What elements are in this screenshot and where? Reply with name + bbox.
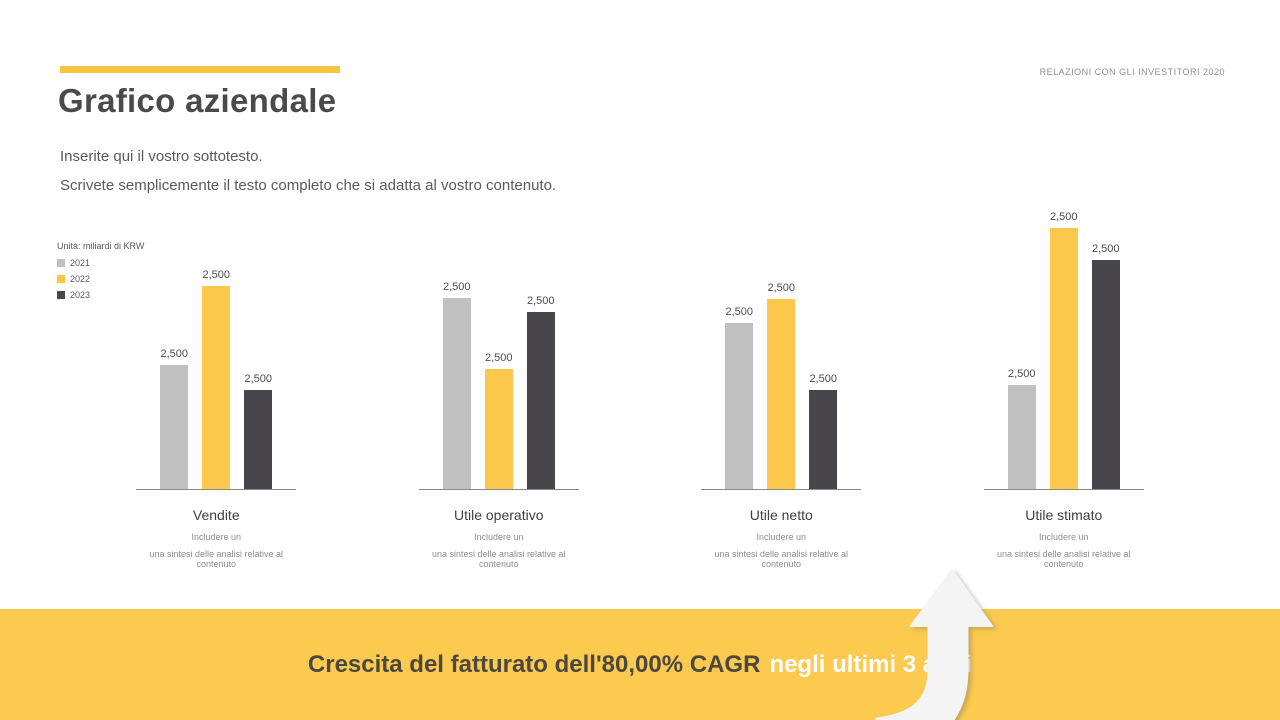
category-title: Utile operativo [454, 507, 544, 523]
bar-chart-area: 2,500 2,500 2,500 Vendite Includere un u… [75, 195, 1205, 569]
bar-2022 [767, 299, 796, 489]
category-caption-line-1: Includere un [473, 532, 524, 542]
chart-group-vendite: 2,500 2,500 2,500 Vendite Includere un u… [136, 195, 297, 569]
bar-wrap-2022: 2,500 [484, 352, 513, 489]
bar-track: 2,500 2,500 2,500 [701, 195, 862, 490]
bar-wrap-2023: 2,500 [526, 295, 555, 489]
bar-wrap-2021: 2,500 [442, 281, 471, 489]
bar-value-label: 2,500 [202, 269, 231, 281]
bar-2023 [244, 390, 273, 489]
bar-value-label: 2,500 [1091, 243, 1120, 255]
legend-item-2022: 2022 [57, 274, 144, 284]
bar-wrap-2023: 2,500 [1091, 243, 1120, 489]
bar-2023 [526, 312, 555, 489]
growth-arrow-icon [875, 568, 994, 720]
bar-value-label: 2,500 [1007, 368, 1036, 380]
legend-item-2021: 2021 [57, 258, 144, 268]
category-caption-line-2: una sintesi delle analisi relative al co… [714, 549, 849, 569]
legend-swatch-2023-icon [57, 291, 65, 299]
bar-value-label: 2,500 [160, 348, 189, 360]
bar-2023 [809, 390, 838, 489]
category-caption-line-2: una sintesi delle analisi relative al co… [431, 549, 566, 569]
bar-wrap-2021: 2,500 [160, 348, 189, 489]
bar-value-label: 2,500 [526, 295, 555, 307]
subtitle-line-2: Scrivete semplicemente il testo completo… [60, 177, 557, 194]
bar-2021 [442, 298, 471, 489]
subtitle-line-1: Inserite qui il vostro sottotesto. [60, 148, 263, 165]
legend-unit-label: Unità: miliardi di KRW [57, 241, 145, 251]
chart-legend: Unità: miliardi di KRW 2021 2022 2023 [57, 241, 144, 306]
chart-group-utile-stimato: 2,500 2,500 2,500 Utile stimato Includer… [983, 195, 1144, 569]
category-caption-line-1: Includere un [191, 532, 242, 542]
bar-wrap-2021: 2,500 [1007, 368, 1036, 489]
category-title: Vendite [192, 507, 240, 523]
bar-wrap-2022: 2,500 [202, 269, 231, 489]
category-caption-line-1: Includere un [756, 532, 807, 542]
bar-wrap-2021: 2,500 [725, 306, 754, 489]
banner-text-dark: Crescita del fatturato dell'80,00% CAGR [307, 650, 761, 678]
bar-track: 2,500 2,500 2,500 [983, 195, 1144, 490]
bar-value-label: 2,500 [244, 373, 273, 385]
bar-2021 [160, 365, 189, 489]
bar-2022 [1049, 228, 1078, 489]
bar-2021 [725, 323, 754, 489]
bottom-banner: Crescita del fatturato dell'80,00% CAGR … [0, 609, 1280, 720]
title-accent-bar [60, 66, 340, 73]
bar-2022 [484, 369, 513, 489]
bar-wrap-2023: 2,500 [244, 373, 273, 489]
bar-wrap-2022: 2,500 [767, 282, 796, 489]
bar-value-label: 2,500 [767, 282, 796, 294]
eyebrow-label: RELAZIONI CON GLI INVESTITORI 2020 [1039, 67, 1225, 77]
legend-item-2023: 2023 [57, 290, 144, 300]
chart-group-utile-netto: 2,500 2,500 2,500 Utile netto Includere … [701, 195, 862, 569]
legend-label-2021: 2021 [70, 258, 91, 268]
chart-group-utile-operativo: 2,500 2,500 2,500 Utile operativo Includ… [418, 195, 579, 569]
bar-value-label: 2,500 [1049, 211, 1078, 223]
category-caption-line-1: Includere un [1038, 532, 1089, 542]
bar-track: 2,500 2,500 2,500 [136, 195, 297, 490]
legend-label-2022: 2022 [70, 274, 91, 284]
bar-value-label: 2,500 [725, 306, 754, 318]
legend-label-2023: 2023 [70, 290, 91, 300]
category-title: Utile netto [749, 507, 813, 523]
bar-track: 2,500 2,500 2,500 [418, 195, 579, 490]
category-title: Utile stimato [1025, 507, 1103, 523]
page-title: Grafico aziendale [58, 82, 337, 119]
bar-value-label: 2,500 [442, 281, 471, 293]
legend-swatch-2021-icon [57, 259, 65, 267]
category-caption-line-2: una sintesi delle analisi relative al co… [149, 549, 284, 569]
legend-swatch-2022-icon [57, 275, 65, 283]
bar-wrap-2023: 2,500 [809, 373, 838, 489]
bar-value-label: 2,500 [484, 352, 513, 364]
bar-2023 [1091, 260, 1120, 489]
bar-2021 [1007, 385, 1036, 489]
bar-2022 [202, 286, 231, 489]
category-caption-line-2: una sintesi delle analisi relative al co… [996, 549, 1131, 569]
bar-value-label: 2,500 [809, 373, 838, 385]
bar-wrap-2022: 2,500 [1049, 211, 1078, 489]
